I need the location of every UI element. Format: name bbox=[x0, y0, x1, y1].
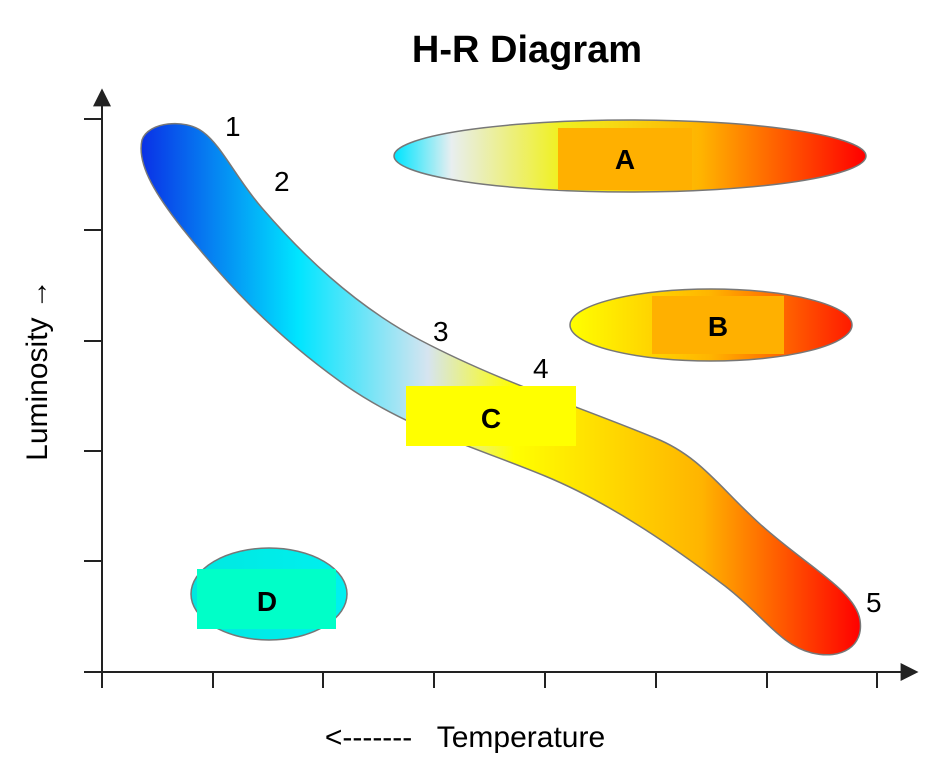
x-axis-label: <------- Temperature bbox=[325, 721, 605, 754]
region-a-label-box bbox=[558, 128, 692, 190]
diagram-title: H-R Diagram bbox=[412, 29, 642, 71]
sequence-point-5: 5 bbox=[866, 587, 882, 618]
y-axis-label: Luminosity → bbox=[21, 279, 54, 461]
sequence-point-1: 1 bbox=[225, 111, 241, 142]
sequence-point-4: 4 bbox=[533, 353, 549, 384]
region-d-label: D bbox=[257, 586, 277, 617]
axes bbox=[84, 88, 919, 688]
region-a-label: A bbox=[615, 144, 635, 175]
region-c-label: C bbox=[481, 403, 501, 434]
region-d-label-box bbox=[197, 569, 336, 629]
region-b-label: B bbox=[708, 311, 728, 342]
region-c-label-box bbox=[406, 386, 576, 446]
region-b-label-box bbox=[652, 296, 784, 354]
sequence-point-2: 2 bbox=[274, 166, 290, 197]
sequence-point-3: 3 bbox=[433, 316, 449, 347]
